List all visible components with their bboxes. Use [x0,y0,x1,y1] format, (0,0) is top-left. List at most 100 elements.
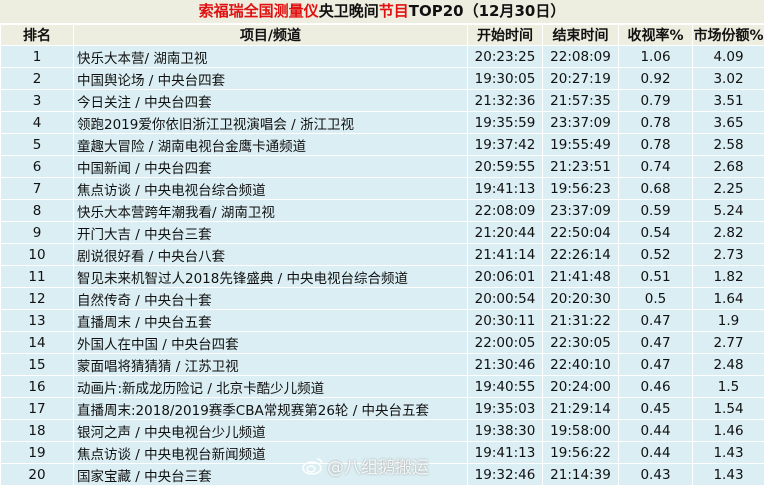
watermark: @八组鹅搬运 [302,453,429,478]
cell-start-time: 20:59:55 [467,155,543,178]
cell-program: 今日关注 / 中央台四套 [73,89,468,112]
cell-end-time: 23:37:09 [542,199,619,222]
cell-share: 1.43 [692,463,764,485]
cell-end-time: 19:56:22 [542,441,619,464]
cell-share: 2.68 [692,155,764,178]
cell-program: 直播周末 / 中央台五套 [73,309,468,332]
table-row: 15 蒙面唱将猜猜猜 / 江苏卫视 21:30:46 22:40:10 0.47 2.48 [0,353,764,376]
table-row: 2 中国舆论场 / 中央台四套 19:30:05 20:27:19 0.92 3.02 [0,67,764,90]
cell-share: 1.43 [692,441,764,464]
cell-rank: 2 [0,67,74,90]
cell-start-time: 19:30:05 [467,67,543,90]
table-row: 14 外国人在中国 / 中央台四套 22:00:05 22:30:05 0.47 2.77 [0,331,764,354]
table-row: 10 剧说很好看 / 中央台八套 21:41:14 22:26:14 0.52 2.73 [0,243,764,266]
cell-share: 2.25 [692,177,764,200]
header-rating: 收视率% [618,24,693,46]
cell-rating: 0.47 [618,309,693,332]
cell-start-time: 21:32:36 [467,89,543,112]
table-row: 4 领跑2019爱你依旧浙江卫视演唱会 / 浙江卫视 19:35:59 23:37:0… [0,111,764,134]
cell-rank: 15 [0,353,74,376]
cell-rank: 3 [0,89,74,112]
cell-start-time: 21:20:44 [467,221,543,244]
cell-end-time: 20:24:00 [542,375,619,398]
cell-end-time: 22:26:14 [542,243,619,266]
cell-start-time: 20:23:25 [467,45,543,68]
cell-start-time: 19:35:03 [467,397,543,420]
cell-end-time: 20:20:30 [542,287,619,310]
cell-end-time: 19:56:23 [542,177,619,200]
cell-share: 2.73 [692,243,764,266]
cell-share: 2.48 [692,353,764,376]
cell-rating: 0.47 [618,353,693,376]
cell-start-time: 22:00:05 [467,331,543,354]
cell-share: 1.46 [692,419,764,442]
cell-program: 焦点访谈 / 中央电视台新闻频道 [73,441,468,464]
cell-rating: 1.06 [618,45,693,68]
cell-share: 1.54 [692,397,764,420]
cell-program: 直播周末:2018/2019赛季CBA常规赛第26轮 / 中央台五套 [73,397,468,420]
cell-rating: 0.78 [618,133,693,156]
cell-start-time: 19:32:46 [467,463,543,485]
cell-rank: 20 [0,463,74,485]
cell-rating: 0.59 [618,199,693,222]
table-row: 18 银河之声 / 中央电视台少儿频道 19:38:30 19:58:00 0.44 1.… [0,419,764,442]
cell-rating: 0.92 [618,67,693,90]
cell-rating: 0.51 [618,265,693,288]
header-program: 项目/频道 [73,24,468,46]
header-end: 结束时间 [542,24,619,46]
table-row: 3 今日关注 / 中央台四套 21:32:36 21:57:35 0.79 3.51 [0,89,764,112]
cell-share: 1.9 [692,309,764,332]
cell-program: 童趣大冒险 / 湖南电视台金鹰卡通频道 [73,133,468,156]
cell-share: 5.24 [692,199,764,222]
title-part: TOP20（12月30日） [408,2,566,20]
cell-rating: 0.44 [618,419,693,442]
cell-rating: 0.68 [618,177,693,200]
cell-rank: 16 [0,375,74,398]
table-row: 1 快乐大本营/ 湖南卫视 20:23:25 22:08:09 1.06 4.09 [0,45,764,68]
cell-start-time: 19:40:55 [467,375,543,398]
cell-rating: 0.43 [618,463,693,485]
cell-rank: 5 [0,133,74,156]
cell-program: 中国舆论场 / 中央台四套 [73,67,468,90]
cell-start-time: 22:08:09 [467,199,543,222]
cell-end-time: 22:40:10 [542,353,619,376]
cell-start-time: 21:41:14 [467,243,543,266]
cell-share: 1.64 [692,287,764,310]
cell-share: 2.77 [692,331,764,354]
cell-program: 中国新闻 / 中央台四套 [73,155,468,178]
table-row: 9 开门大吉 / 中央台三套 21:20:44 22:50:04 0.54 2.82 [0,221,764,244]
cell-rank: 14 [0,331,74,354]
header-share: 市场份额% [692,24,764,46]
cell-rating: 0.54 [618,221,693,244]
cell-share: 4.09 [692,45,764,68]
cell-start-time: 19:35:59 [467,111,543,134]
cell-share: 3.51 [692,89,764,112]
cell-start-time: 20:00:54 [467,287,543,310]
table-row: 12 自然传奇 / 中央台十套 20:00:54 20:20:30 0.5 1.64 [0,287,764,310]
cell-rank: 8 [0,199,74,222]
cell-program: 外国人在中国 / 中央台四套 [73,331,468,354]
table-row: 16 动画片:新成龙历险记 / 北京卡酷少儿频道 19:40:55 20:24:00 0… [0,375,764,398]
cell-start-time: 19:41:13 [467,177,543,200]
cell-start-time: 19:41:13 [467,441,543,464]
table-row: 8 快乐大本营跨年潮我看/ 湖南卫视 22:08:09 23:37:09 0.59 5.2… [0,199,764,222]
cell-rating: 0.52 [618,243,693,266]
cell-program: 开门大吉 / 中央台三套 [73,221,468,244]
cell-end-time: 22:30:05 [542,331,619,354]
table-row: 11 智见未来机智过人2018先锋盛典 / 中央电视台综合频道 20:06:01 21… [0,265,764,288]
table-row: 7 焦点访谈 / 中央电视台综合频道 19:41:13 19:56:23 0.68 2.2… [0,177,764,200]
cell-rank: 1 [0,45,74,68]
cell-program: 快乐大本营跨年潮我看/ 湖南卫视 [73,199,468,222]
cell-rank: 7 [0,177,74,200]
cell-end-time: 21:57:35 [542,89,619,112]
ratings-table: 排名 项目/频道 开始时间 结束时间 收视率% 市场份额% 1 快乐大本营/ 湖南… [0,24,764,485]
cell-rating: 0.5 [618,287,693,310]
cell-program: 动画片:新成龙历险记 / 北京卡酷少儿频道 [73,375,468,398]
cell-end-time: 21:23:51 [542,155,619,178]
cell-rank: 6 [0,155,74,178]
cell-rating: 0.45 [618,397,693,420]
cell-rank: 12 [0,287,74,310]
cell-program: 剧说很好看 / 中央台八套 [73,243,468,266]
cell-program: 蒙面唱将猜猜猜 / 江苏卫视 [73,353,468,376]
